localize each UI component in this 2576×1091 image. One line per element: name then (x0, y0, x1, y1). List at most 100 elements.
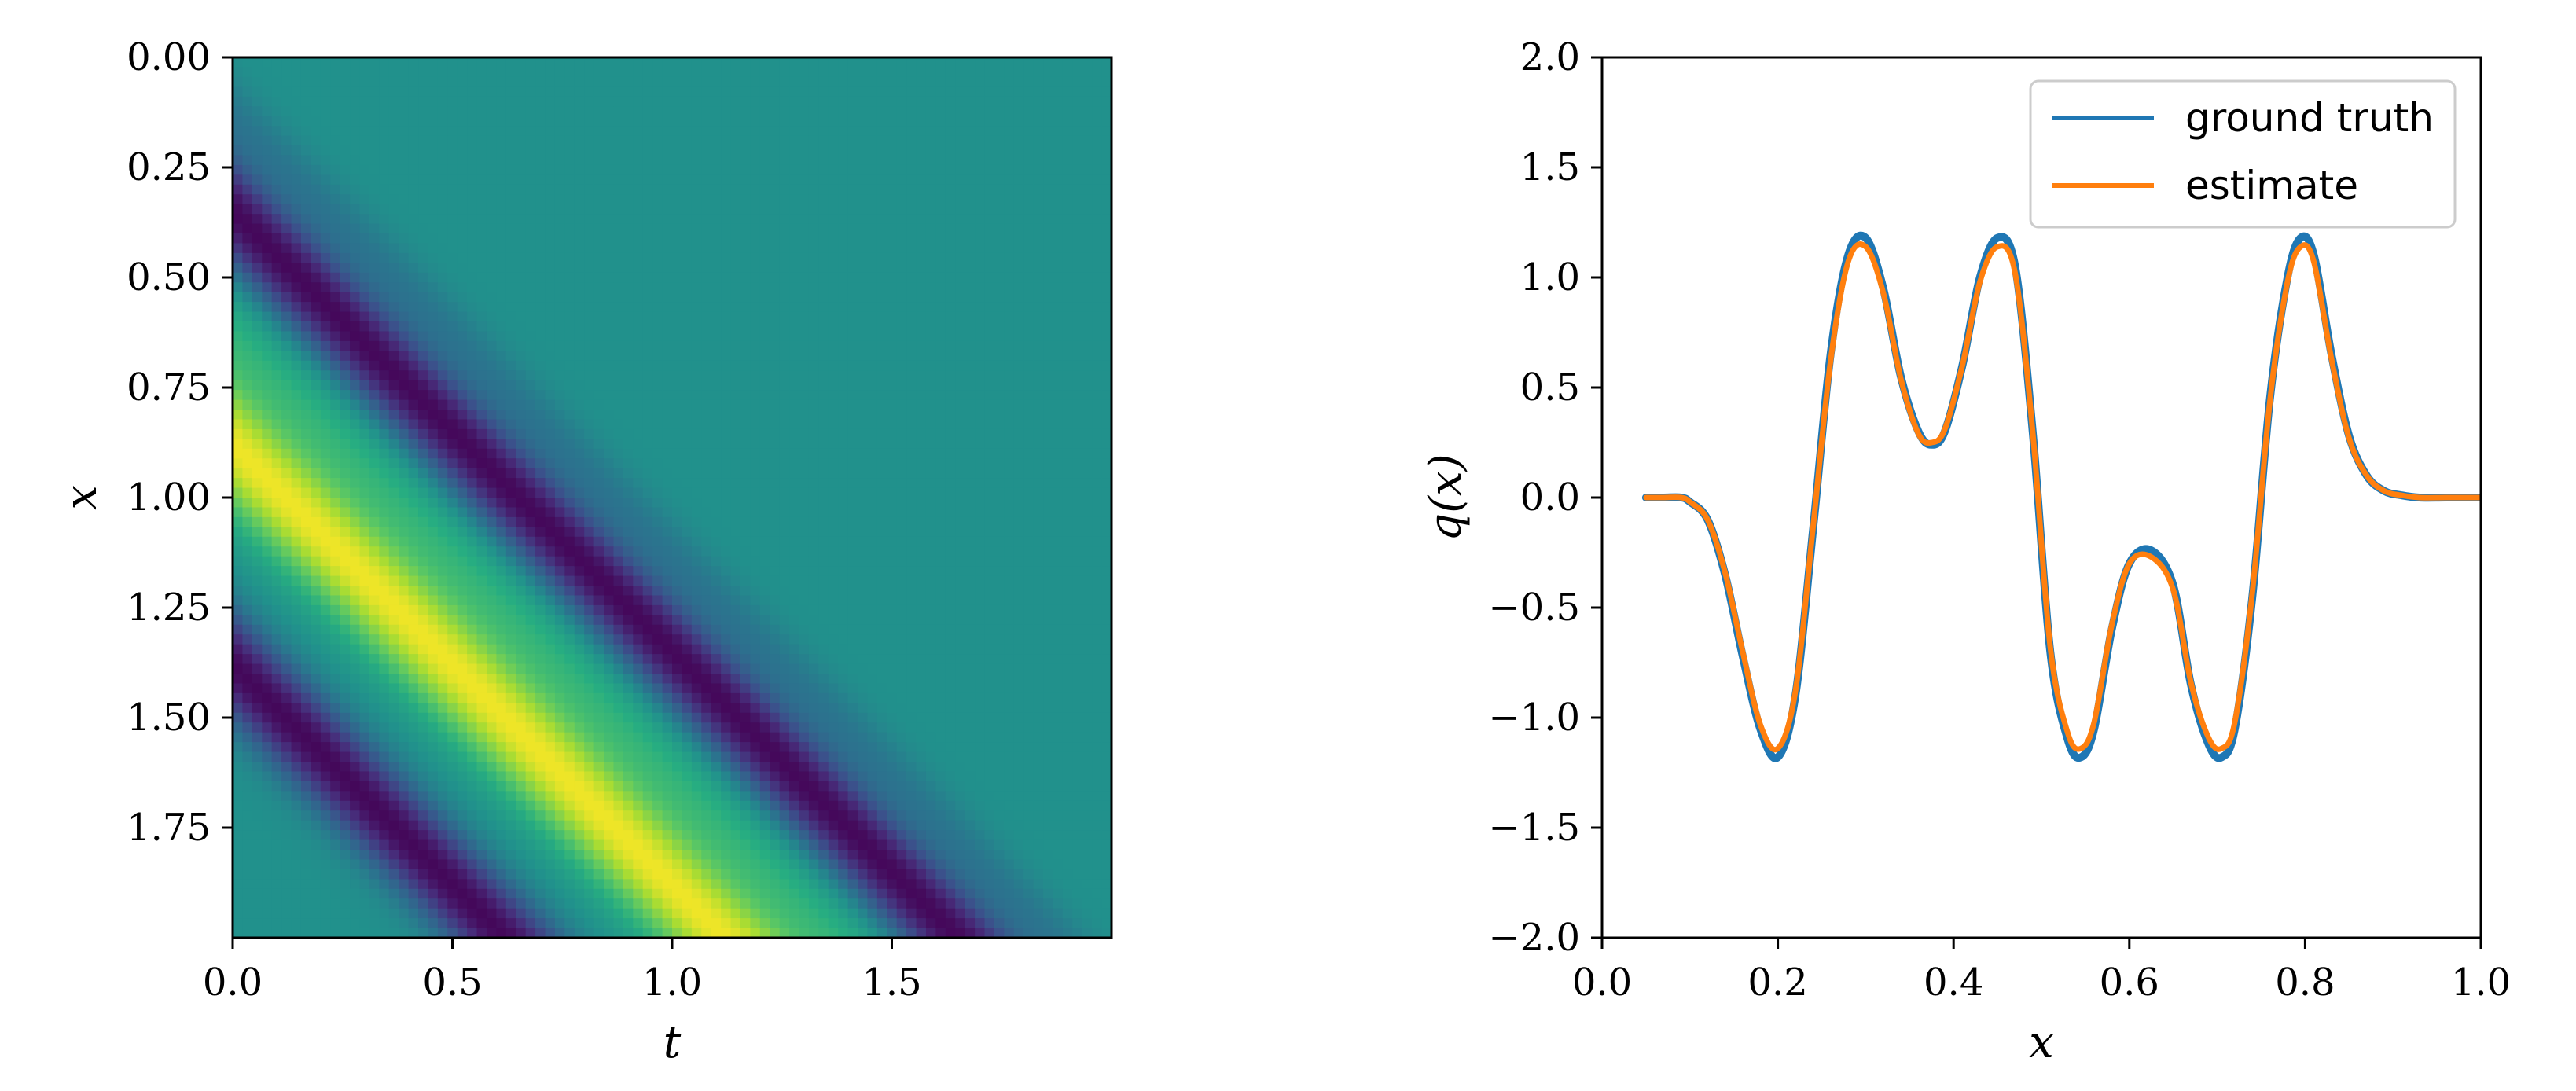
heatmap-cell (428, 879, 439, 890)
heatmap-cell (505, 439, 517, 450)
heatmap-cell (613, 918, 624, 929)
heatmap-cell (584, 604, 595, 616)
heatmap-cell (574, 683, 585, 694)
heatmap-cell (399, 839, 410, 850)
heatmap-cell (486, 126, 498, 137)
heatmap-cell (593, 498, 604, 509)
heatmap-cell (437, 321, 449, 332)
heatmap-cell (593, 683, 604, 694)
heatmap-cell (535, 155, 546, 166)
heatmap-cell (505, 928, 517, 938)
heatmap-cell (525, 487, 536, 498)
heatmap-cell (320, 145, 332, 156)
heatmap-cell (388, 360, 399, 372)
heatmap-cell (516, 918, 527, 929)
heatmap-cell (467, 106, 478, 117)
heatmap-cell (701, 850, 712, 861)
heatmap-cell (262, 595, 273, 606)
heatmap-cell (505, 135, 517, 146)
heatmap-cell (252, 57, 263, 68)
heatmap-cell (750, 272, 761, 284)
heatmap-cell (320, 634, 332, 645)
heatmap-cell (291, 732, 302, 743)
heatmap-cell (437, 869, 449, 880)
heatmap-cell (437, 732, 449, 743)
heatmap-cell (770, 106, 781, 117)
heatmap-cell (428, 302, 439, 313)
heatmap-cell (262, 751, 273, 762)
heatmap-cell (604, 674, 615, 685)
heatmap-cell (701, 918, 712, 929)
heatmap-cell (428, 595, 439, 606)
heatmap-cell (721, 556, 732, 567)
heatmap-cell (281, 135, 292, 146)
heatmap-cell (467, 703, 478, 714)
heatmap-cell (447, 722, 458, 733)
heatmap-cell (740, 252, 751, 264)
heatmap-cell (418, 380, 429, 391)
heatmap-cell (682, 791, 693, 802)
heatmap-cell (750, 135, 761, 146)
heatmap-cell (691, 781, 703, 792)
heatmap-cell (711, 57, 722, 68)
heatmap-cell (682, 331, 693, 342)
heatmap-cell (340, 174, 351, 186)
heatmap-cell (330, 820, 341, 831)
heatmap-cell (584, 174, 595, 186)
heatmap-cell (730, 771, 741, 782)
heatmap-cell (486, 174, 498, 186)
heatmap-cell (554, 399, 566, 410)
heatmap-cell (330, 869, 341, 880)
heatmap-cell (350, 674, 361, 685)
heatmap-cell (750, 390, 761, 401)
heatmap-cell (711, 800, 722, 812)
heatmap-cell (486, 527, 498, 538)
heatmap-cell (525, 164, 536, 176)
heatmap-cell (359, 908, 370, 919)
heatmap-cell (642, 468, 653, 479)
heatmap-cell (496, 204, 507, 215)
heatmap-cell (262, 839, 273, 850)
heatmap-cell (369, 184, 380, 196)
heatmap-cell (525, 859, 536, 870)
heatmap-cell (281, 487, 292, 498)
heatmap-cell (672, 145, 683, 156)
heatmap-cell (496, 654, 507, 665)
heatmap-cell (662, 762, 673, 773)
heatmap-cell (759, 468, 771, 479)
heatmap-cell (691, 498, 703, 509)
heatmap-cell (740, 928, 751, 938)
heatmap-cell (623, 575, 634, 586)
heatmap-cell (359, 810, 370, 821)
heatmap-cell (545, 624, 556, 636)
heatmap-cell (574, 751, 585, 762)
heatmap-cell (300, 331, 312, 342)
heatmap-cell (535, 233, 546, 244)
heatmap-cell (252, 263, 263, 274)
heatmap-cell (564, 742, 575, 753)
heatmap-cell (447, 683, 458, 694)
heatmap-cell (428, 331, 439, 342)
heatmap-cell (604, 487, 615, 498)
heatmap-cell (721, 771, 732, 782)
heatmap-cell (252, 654, 263, 665)
heatmap-cell (642, 516, 653, 528)
heatmap-cell (545, 419, 556, 430)
heatmap-cell (252, 428, 263, 440)
heatmap-cell (428, 810, 439, 821)
heatmap-cell (691, 624, 703, 636)
heatmap-cell (457, 498, 468, 509)
heatmap-cell (633, 390, 644, 401)
heatmap-cell (759, 507, 771, 518)
heatmap-cell (418, 263, 429, 274)
heatmap-cell (496, 184, 507, 196)
heatmap-cell (623, 879, 634, 890)
heatmap-cell (525, 879, 536, 890)
heatmap-cell (242, 859, 253, 870)
heatmap-cell (467, 263, 478, 274)
heatmap-cell (535, 252, 546, 264)
heatmap-cell (262, 76, 273, 88)
heatmap-cell (535, 116, 546, 127)
heatmap-cell (457, 516, 468, 528)
